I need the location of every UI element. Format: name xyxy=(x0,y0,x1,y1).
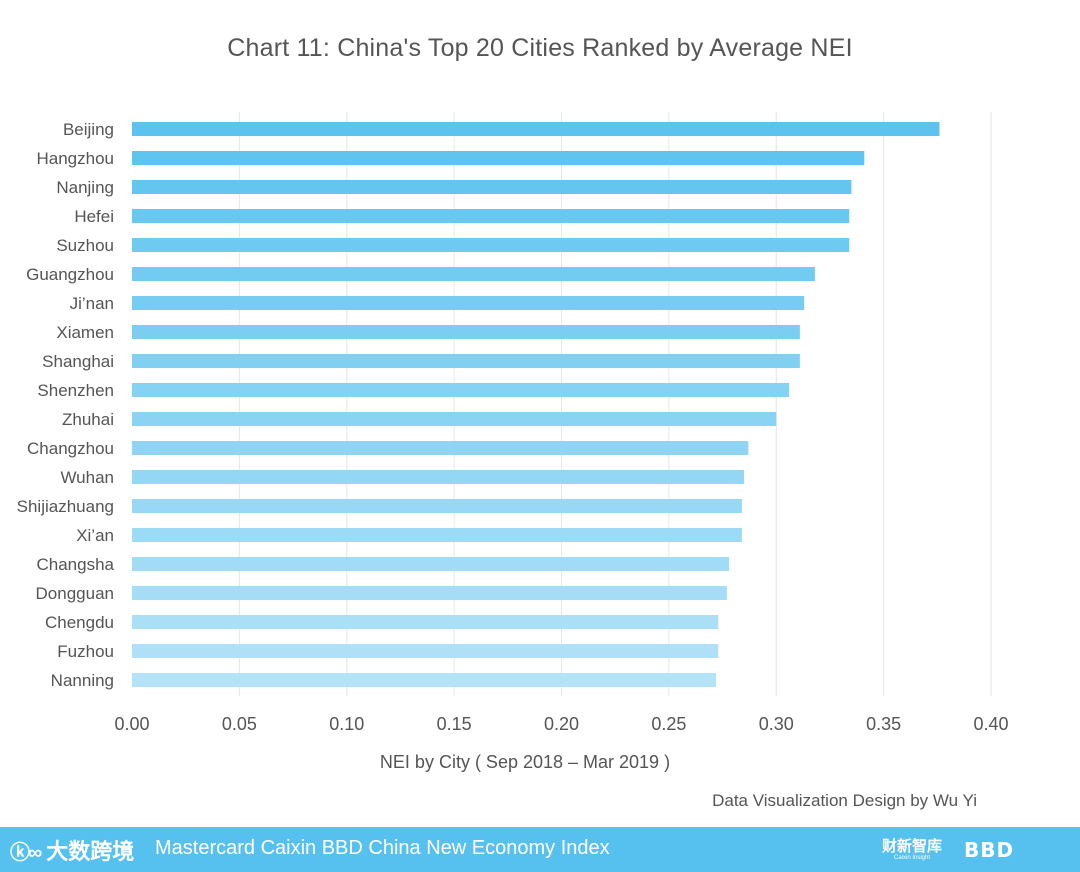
bar xyxy=(132,238,850,252)
y-category-label: Dongguan xyxy=(36,584,114,603)
x-tick-label: 0.30 xyxy=(759,714,794,734)
bar xyxy=(132,441,749,455)
bar xyxy=(132,557,730,571)
y-category-label: Shanghai xyxy=(42,352,114,371)
bar xyxy=(132,354,800,368)
x-tick-label: 0.10 xyxy=(329,714,364,734)
y-category-label: Guangzhou xyxy=(26,265,114,284)
footer-bar: ⓚ∞ 大数跨境 Mastercard Caixin BBD China New … xyxy=(0,827,1080,872)
bar xyxy=(132,586,727,600)
bar xyxy=(132,122,940,136)
bar xyxy=(132,325,800,339)
x-tick-label: 0.00 xyxy=(114,714,149,734)
footer-logo-left: ⓚ∞ 大数跨境 xyxy=(10,835,145,865)
y-category-label: Nanning xyxy=(51,671,114,690)
y-category-label: Beijing xyxy=(63,120,114,139)
y-category-label: Hefei xyxy=(74,207,114,226)
y-category-label: Suzhou xyxy=(56,236,114,255)
bar xyxy=(132,528,742,542)
y-category-label: Chengdu xyxy=(45,613,114,632)
x-tick-label: 0.35 xyxy=(866,714,901,734)
x-tick-label: 0.40 xyxy=(973,714,1008,734)
x-axis-label: NEI by City ( Sep 2018 – Mar 2019 ) xyxy=(380,752,670,772)
bbd-logo: BBD xyxy=(964,838,1015,862)
caixin-logo-en: Caixin Insight xyxy=(893,855,931,861)
bar xyxy=(132,412,777,426)
x-tick-label: 0.05 xyxy=(222,714,257,734)
y-category-label: Changzhou xyxy=(27,439,114,458)
bar xyxy=(132,673,717,687)
kc-logo-icon: ⓚ∞ xyxy=(10,841,42,864)
y-category-label: Fuzhou xyxy=(57,642,114,661)
bar xyxy=(132,296,805,310)
y-category-label: Zhuhai xyxy=(62,410,114,429)
chart-title: Chart 11: China's Top 20 Cities Ranked b… xyxy=(227,34,853,62)
caixin-logo-cn: 财新智库 xyxy=(881,838,942,855)
bar xyxy=(132,151,865,165)
bar xyxy=(132,499,742,513)
y-category-label: Shijiazhuang xyxy=(17,497,114,516)
bar xyxy=(132,470,745,484)
index-name: Mastercard Caixin BBD China New Economy … xyxy=(155,837,610,859)
bar xyxy=(132,209,850,223)
x-tick-label: 0.20 xyxy=(544,714,579,734)
design-credit: Data Visualization Design by Wu Yi xyxy=(712,791,977,810)
bar xyxy=(132,644,719,658)
bar xyxy=(132,615,719,629)
y-category-label: Xi’an xyxy=(76,526,114,545)
x-tick-label: 0.15 xyxy=(437,714,472,734)
y-category-label: Shenzhen xyxy=(37,381,114,400)
footer-logo-left-text: 大数跨境 xyxy=(46,839,135,864)
bar xyxy=(132,383,790,397)
caixin-insight-logo: 财新智库 Caixin Insight xyxy=(880,835,944,865)
chart-plot: Beijing Hangzhou Nanjing Hefei Suzhou Guangzh… xyxy=(17,112,1009,772)
bar xyxy=(132,180,852,194)
y-category-label: Ji’nan xyxy=(70,294,114,313)
y-category-label: Hangzhou xyxy=(36,149,114,168)
bar xyxy=(132,267,815,281)
y-category-label: Changsha xyxy=(36,555,114,574)
y-category-label: Xiamen xyxy=(56,323,114,342)
y-category-label: Nanjing xyxy=(56,178,114,197)
x-tick-label: 0.25 xyxy=(651,714,686,734)
y-category-label: Wuhan xyxy=(60,468,114,487)
